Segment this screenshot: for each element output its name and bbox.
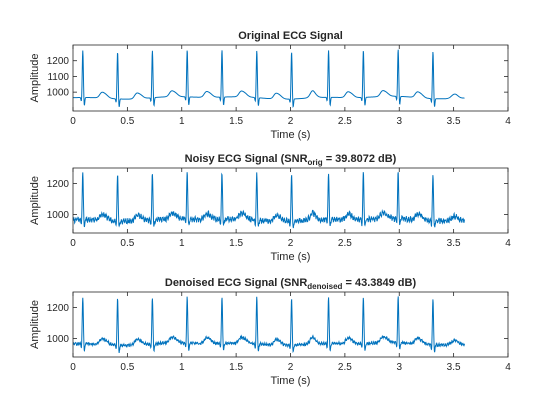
y-tick-label: 1100 [47, 72, 69, 83]
ecg-series-line [73, 296, 465, 354]
x-tick-label: 4 [505, 238, 511, 249]
x-tick-label: 2.5 [338, 362, 352, 373]
y-tick-label: 1200 [47, 303, 70, 314]
x-tick-label: 2.5 [338, 116, 352, 127]
x-tick-label: 0 [70, 362, 76, 373]
x-tick-label: 0.5 [120, 238, 134, 249]
x-tick-label: 1 [179, 362, 185, 373]
x-tick-label: 1.5 [229, 362, 243, 373]
y-tick-label: 1200 [47, 179, 70, 190]
x-tick-label: 0 [70, 238, 76, 249]
x-axis-label: Time (s) [271, 129, 311, 141]
y-axis-label: Amplitude [29, 176, 41, 225]
x-tick-label: 3 [396, 116, 402, 127]
chart-title-subscript: denoised [307, 282, 342, 291]
x-tick-label: 2 [288, 238, 294, 249]
x-tick-label: 3.5 [447, 362, 461, 373]
y-tick-label: 1000 [47, 334, 70, 345]
y-tick-label: 1000 [47, 88, 70, 99]
x-axis-label: Time (s) [271, 375, 311, 387]
x-tick-label: 4 [505, 116, 511, 127]
chart-title: Noisy ECG Signal (SNRorig = 39.8072 dB) [185, 153, 397, 167]
x-tick-label: 2 [288, 116, 294, 127]
x-tick-label: 1.5 [229, 116, 243, 127]
y-axis-label: Amplitude [29, 54, 41, 103]
y-tick-label: 1200 [47, 56, 70, 67]
chart-title-main: Original ECG Signal [238, 30, 343, 42]
x-tick-label: 2 [288, 362, 294, 373]
x-tick-label: 3.5 [447, 238, 461, 249]
chart-title-tail: = 43.3849 dB) [342, 277, 416, 289]
chart-title-main: Denoised ECG Signal (SNR [165, 277, 307, 289]
chart-panel-3: Denoised ECG Signal (SNRdenoised = 43.38… [29, 277, 511, 387]
y-axis-label: Amplitude [29, 300, 41, 349]
ecg-series-line [73, 49, 465, 108]
chart-title: Denoised ECG Signal (SNRdenoised = 43.38… [165, 277, 417, 291]
x-tick-label: 4 [505, 362, 511, 373]
x-tick-label: 1 [179, 238, 185, 249]
x-tick-label: 0.5 [120, 116, 134, 127]
chart-panel-2: Noisy ECG Signal (SNRorig = 39.8072 dB) 0… [29, 153, 511, 263]
ecg-series-line [73, 172, 465, 229]
chart-title-subscript: orig [308, 158, 323, 167]
x-tick-label: 3 [396, 238, 402, 249]
x-tick-label: 3.5 [447, 116, 461, 127]
x-tick-label: 3 [396, 362, 402, 373]
y-tick-label: 1000 [47, 210, 70, 221]
chart-title: Original ECG Signal [238, 30, 343, 42]
chart-title-main: Noisy ECG Signal (SNR [185, 153, 308, 165]
chart-panel-1: Original ECG Signal 0 0.5 1 1.5 2 2.5 3 3.5 4 1000… [29, 30, 511, 141]
x-tick-label: 0.5 [120, 362, 134, 373]
chart-title-tail: = 39.8072 dB) [323, 153, 397, 165]
x-tick-label: 2.5 [338, 238, 352, 249]
x-axis-label: Time (s) [271, 251, 311, 263]
x-tick-label: 0 [70, 116, 76, 127]
x-tick-label: 1 [179, 116, 185, 127]
x-tick-label: 1.5 [229, 238, 243, 249]
